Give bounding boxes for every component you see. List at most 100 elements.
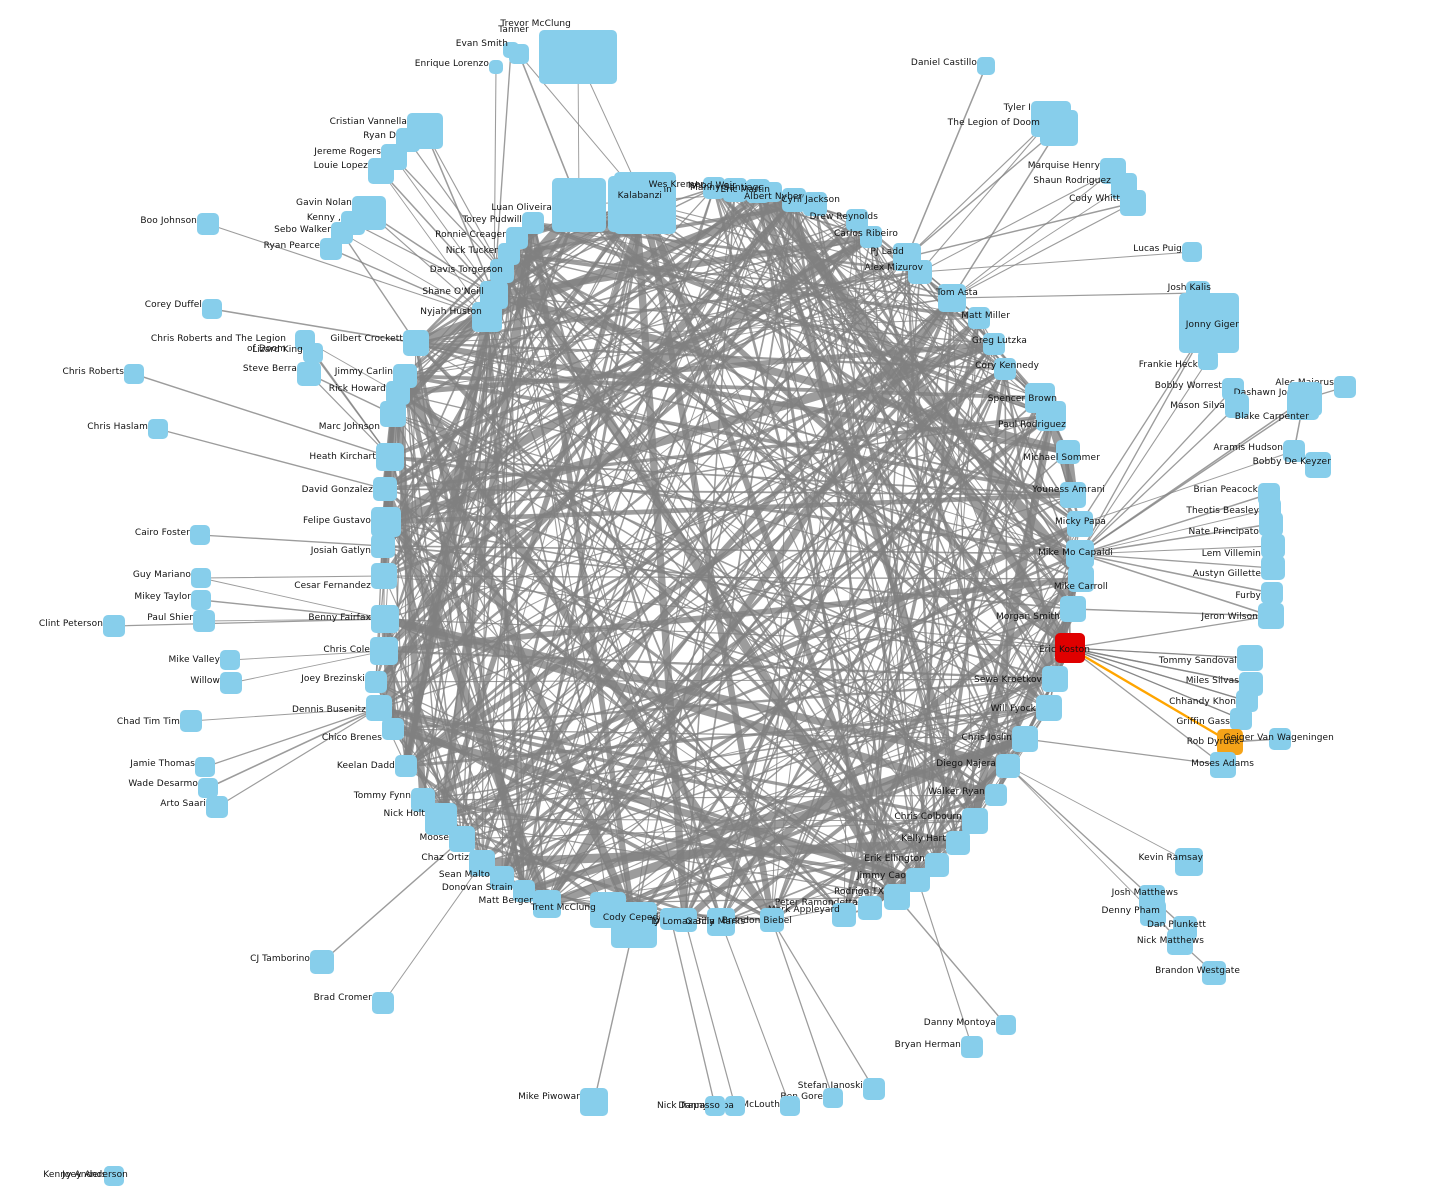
graph-node[interactable] xyxy=(489,60,503,74)
graph-node[interactable] xyxy=(961,1036,983,1058)
graph-node[interactable] xyxy=(104,1166,122,1184)
graph-node[interactable] xyxy=(365,671,387,693)
graph-node[interactable] xyxy=(202,299,222,319)
graph-node[interactable] xyxy=(197,213,219,235)
graph-node[interactable] xyxy=(191,568,211,588)
graph-node[interactable] xyxy=(782,188,806,212)
graph-node[interactable] xyxy=(1225,394,1249,418)
graph-node[interactable] xyxy=(884,884,910,910)
graph-node[interactable] xyxy=(725,1096,745,1116)
graph-node[interactable] xyxy=(490,259,514,283)
graph-node[interactable] xyxy=(985,784,1007,806)
graph-node[interactable] xyxy=(977,57,995,75)
graph-node[interactable] xyxy=(1066,540,1094,568)
graph-node[interactable] xyxy=(1055,633,1085,663)
graph-node[interactable] xyxy=(373,477,397,501)
graph-node[interactable] xyxy=(996,1015,1016,1035)
graph-node[interactable] xyxy=(1036,695,1062,721)
graph-node[interactable] xyxy=(193,610,215,632)
graph-node[interactable] xyxy=(946,831,970,855)
graph-node[interactable] xyxy=(1182,242,1202,262)
graph-node[interactable] xyxy=(370,637,398,665)
graph-node[interactable] xyxy=(908,260,932,284)
graph-node[interactable] xyxy=(191,590,211,610)
graph-node[interactable] xyxy=(395,755,417,777)
graph-node[interactable] xyxy=(1042,666,1068,692)
graph-node[interactable] xyxy=(220,672,242,694)
graph-node[interactable] xyxy=(611,902,657,948)
graph-node[interactable] xyxy=(552,178,606,232)
graph-node[interactable] xyxy=(608,176,664,232)
graph-node[interactable] xyxy=(823,1088,843,1108)
graph-node[interactable] xyxy=(968,307,990,329)
graph-node[interactable] xyxy=(1167,929,1193,955)
graph-node[interactable] xyxy=(297,362,321,386)
graph-node[interactable] xyxy=(996,754,1020,778)
graph-node[interactable] xyxy=(863,1078,885,1100)
graph-node[interactable] xyxy=(533,890,561,918)
graph-node[interactable] xyxy=(1305,452,1331,478)
graph-node[interactable] xyxy=(580,1088,608,1116)
graph-node[interactable] xyxy=(1198,350,1218,370)
graph-node[interactable] xyxy=(382,718,404,740)
graph-node[interactable] xyxy=(1261,582,1283,604)
graph-node[interactable] xyxy=(103,615,125,637)
graph-node[interactable] xyxy=(1237,645,1263,671)
graph-node[interactable] xyxy=(832,903,856,927)
graph-node[interactable] xyxy=(180,710,202,732)
graph-node[interactable] xyxy=(1012,726,1038,752)
graph-node[interactable] xyxy=(1179,293,1239,353)
graph-node[interactable] xyxy=(366,695,392,721)
graph-node[interactable] xyxy=(320,238,342,260)
graph-node[interactable] xyxy=(368,158,394,184)
graph-node[interactable] xyxy=(148,419,168,439)
graph-node[interactable] xyxy=(190,525,210,545)
graph-node[interactable] xyxy=(1202,961,1226,985)
graph-node[interactable] xyxy=(1287,388,1319,420)
graph-node[interactable] xyxy=(760,908,784,932)
graph-node[interactable] xyxy=(198,778,218,798)
graph-node[interactable] xyxy=(660,908,682,930)
graph-node[interactable] xyxy=(376,443,404,471)
graph-node[interactable] xyxy=(906,868,930,892)
graph-node[interactable] xyxy=(780,1096,800,1116)
graph-node[interactable] xyxy=(522,212,544,234)
graph-node[interactable] xyxy=(303,343,323,363)
graph-node[interactable] xyxy=(1060,596,1086,622)
graph-node[interactable] xyxy=(206,796,228,818)
graph-node[interactable] xyxy=(703,177,725,199)
graph-node[interactable] xyxy=(310,950,334,974)
graph-node[interactable] xyxy=(503,42,519,58)
graph-node[interactable] xyxy=(860,226,882,248)
graph-node[interactable] xyxy=(380,401,406,427)
graph-node[interactable] xyxy=(1258,603,1284,629)
graph-node[interactable] xyxy=(1036,401,1066,431)
graph-node[interactable] xyxy=(705,1096,725,1116)
graph-node[interactable] xyxy=(723,178,747,202)
graph-node[interactable] xyxy=(983,333,1005,355)
graph-node[interactable] xyxy=(1175,848,1203,876)
graph-node[interactable] xyxy=(472,302,502,332)
graph-node[interactable] xyxy=(371,534,395,558)
graph-node[interactable] xyxy=(1217,729,1243,755)
graph-node[interactable] xyxy=(962,808,988,834)
graph-node[interactable] xyxy=(490,866,514,890)
graph-node[interactable] xyxy=(220,650,240,670)
graph-node[interactable] xyxy=(1236,690,1258,712)
graph-node[interactable] xyxy=(707,908,735,936)
graph-node[interactable] xyxy=(1120,190,1146,216)
graph-node[interactable] xyxy=(858,896,882,920)
graph-node[interactable] xyxy=(371,507,401,537)
graph-node[interactable] xyxy=(1068,566,1094,592)
graph-node[interactable] xyxy=(371,605,399,633)
graph-node[interactable] xyxy=(846,209,868,231)
graph-node[interactable] xyxy=(762,182,782,202)
graph-node[interactable] xyxy=(1060,482,1086,508)
graph-node[interactable] xyxy=(371,563,397,589)
graph-node[interactable] xyxy=(1334,376,1356,398)
graph-node[interactable] xyxy=(403,330,429,356)
graph-node[interactable] xyxy=(1140,900,1166,926)
graph-node[interactable] xyxy=(195,757,215,777)
graph-node[interactable] xyxy=(539,30,617,84)
graph-node[interactable] xyxy=(1269,728,1291,750)
